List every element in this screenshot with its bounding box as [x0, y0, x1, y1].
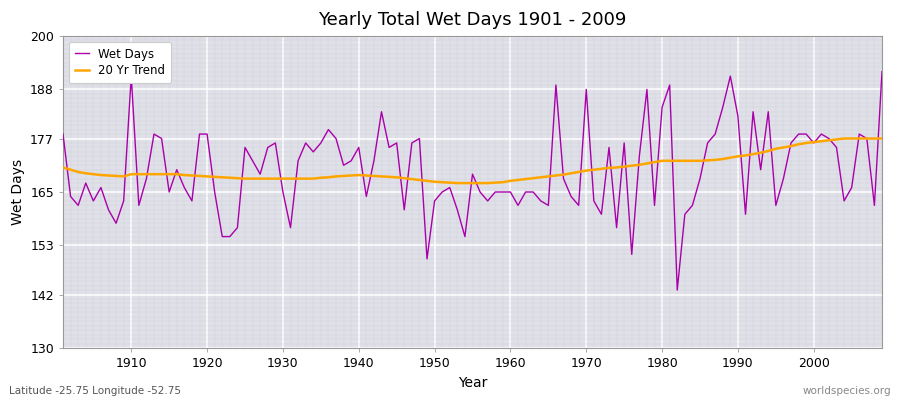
Wet Days: [58, 132, 68, 136]
20 Yr Trend: [505, 178, 516, 183]
20 Yr Trend: [513, 178, 524, 182]
Wet Days: [498, 190, 508, 194]
X-axis label: Year: Year: [458, 376, 487, 390]
20 Yr Trend: [330, 174, 341, 179]
Wet Days: [596, 212, 607, 217]
Wet Days: [118, 198, 129, 203]
Legend: Wet Days, 20 Yr Trend: Wet Days, 20 Yr Trend: [69, 42, 171, 83]
20 Yr Trend: [285, 176, 296, 181]
20 Yr Trend: [118, 174, 129, 179]
Line: 20 Yr Trend: 20 Yr Trend: [63, 138, 882, 183]
20 Yr Trend: [877, 136, 887, 141]
20 Yr Trend: [452, 181, 463, 186]
Wet Days: [671, 288, 682, 292]
20 Yr Trend: [839, 136, 850, 141]
Title: Yearly Total Wet Days 1901 - 2009: Yearly Total Wet Days 1901 - 2009: [319, 11, 626, 29]
20 Yr Trend: [604, 166, 615, 170]
Wet Days: [330, 136, 341, 141]
Wet Days: [285, 225, 296, 230]
Text: worldspecies.org: worldspecies.org: [803, 386, 891, 396]
20 Yr Trend: [58, 165, 68, 170]
Text: Latitude -25.75 Longitude -52.75: Latitude -25.75 Longitude -52.75: [9, 386, 181, 396]
Wet Days: [505, 190, 516, 194]
Wet Days: [877, 69, 887, 74]
Line: Wet Days: Wet Days: [63, 72, 882, 290]
Y-axis label: Wet Days: Wet Days: [11, 159, 24, 225]
